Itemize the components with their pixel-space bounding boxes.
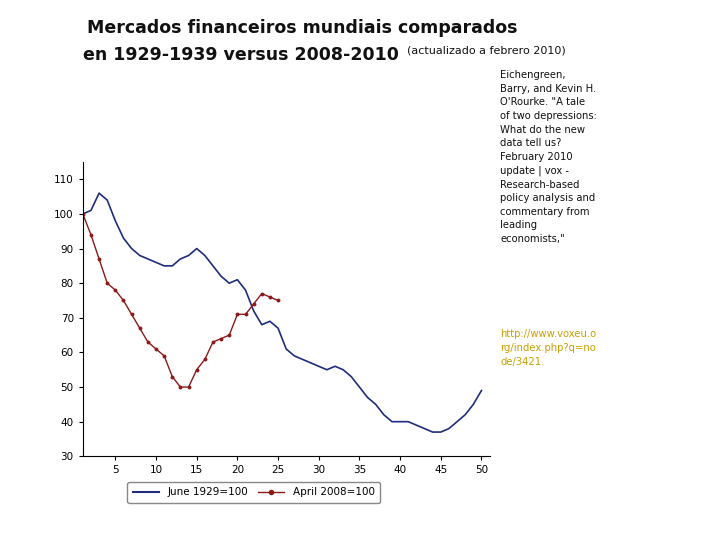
June 1929=100 bbox=[233, 276, 242, 283]
June 1929=100 bbox=[477, 387, 486, 394]
June 1929=100 bbox=[444, 426, 454, 432]
April 2008=100 bbox=[160, 353, 168, 359]
April 2008=100 bbox=[266, 294, 274, 300]
April 2008=100 bbox=[184, 384, 193, 390]
June 1929=100 bbox=[249, 308, 258, 314]
April 2008=100 bbox=[86, 232, 95, 238]
Line: April 2008=100: April 2008=100 bbox=[81, 212, 280, 389]
April 2008=100 bbox=[135, 325, 144, 332]
June 1929=100 bbox=[209, 262, 217, 269]
June 1929=100 bbox=[241, 287, 250, 293]
April 2008=100 bbox=[176, 384, 185, 390]
April 2008=100 bbox=[119, 297, 128, 303]
June 1929=100 bbox=[266, 318, 274, 325]
June 1929=100 bbox=[258, 321, 266, 328]
June 1929=100 bbox=[355, 384, 364, 390]
April 2008=100 bbox=[249, 301, 258, 307]
April 2008=100 bbox=[111, 287, 120, 293]
April 2008=100 bbox=[127, 311, 136, 318]
June 1929=100 bbox=[135, 252, 144, 259]
June 1929=100 bbox=[469, 401, 477, 408]
Text: http://www.voxeu.o
rg/index.php?q=no
de/3421.: http://www.voxeu.o rg/index.php?q=no de/… bbox=[500, 329, 597, 367]
June 1929=100 bbox=[387, 418, 396, 425]
June 1929=100 bbox=[347, 374, 356, 380]
June 1929=100 bbox=[86, 207, 95, 214]
June 1929=100 bbox=[428, 429, 437, 435]
June 1929=100 bbox=[152, 259, 161, 266]
April 2008=100 bbox=[241, 311, 250, 318]
June 1929=100 bbox=[225, 280, 233, 286]
April 2008=100 bbox=[258, 291, 266, 297]
April 2008=100 bbox=[225, 332, 233, 339]
June 1929=100 bbox=[160, 262, 168, 269]
Text: Mercados financeiros mundiais comparados: Mercados financeiros mundiais comparados bbox=[87, 19, 518, 37]
April 2008=100 bbox=[209, 339, 217, 345]
April 2008=100 bbox=[78, 211, 87, 217]
April 2008=100 bbox=[200, 356, 209, 362]
April 2008=100 bbox=[192, 367, 201, 373]
June 1929=100 bbox=[461, 411, 469, 418]
June 1929=100 bbox=[119, 235, 128, 241]
June 1929=100 bbox=[404, 418, 413, 425]
June 1929=100 bbox=[298, 356, 307, 362]
April 2008=100 bbox=[168, 374, 176, 380]
June 1929=100 bbox=[192, 245, 201, 252]
June 1929=100 bbox=[168, 262, 176, 269]
June 1929=100 bbox=[372, 401, 380, 408]
June 1929=100 bbox=[200, 252, 209, 259]
June 1929=100 bbox=[436, 429, 445, 435]
April 2008=100 bbox=[233, 311, 242, 318]
June 1929=100 bbox=[412, 422, 420, 428]
June 1929=100 bbox=[176, 256, 185, 262]
June 1929=100 bbox=[306, 360, 315, 366]
June 1929=100 bbox=[282, 346, 291, 352]
June 1929=100 bbox=[78, 211, 87, 217]
April 2008=100 bbox=[95, 256, 104, 262]
Text: en 1929-1939 versus 2008-2010: en 1929-1939 versus 2008-2010 bbox=[84, 46, 399, 64]
June 1929=100 bbox=[330, 363, 339, 369]
June 1929=100 bbox=[274, 325, 282, 332]
June 1929=100 bbox=[379, 411, 388, 418]
April 2008=100 bbox=[274, 297, 282, 303]
June 1929=100 bbox=[420, 426, 429, 432]
Line: June 1929=100: June 1929=100 bbox=[83, 193, 482, 432]
June 1929=100 bbox=[396, 418, 405, 425]
June 1929=100 bbox=[315, 363, 323, 369]
June 1929=100 bbox=[290, 353, 299, 359]
June 1929=100 bbox=[111, 218, 120, 224]
June 1929=100 bbox=[184, 252, 193, 259]
Text: Eichengreen,
Barry, and Kevin H.
O'Rourke. "A tale
of two depressions:
What do t: Eichengreen, Barry, and Kevin H. O'Rourk… bbox=[500, 70, 598, 244]
June 1929=100 bbox=[453, 418, 462, 425]
June 1929=100 bbox=[363, 394, 372, 401]
June 1929=100 bbox=[217, 273, 225, 280]
June 1929=100 bbox=[323, 367, 331, 373]
June 1929=100 bbox=[127, 245, 136, 252]
June 1929=100 bbox=[103, 197, 112, 204]
April 2008=100 bbox=[152, 346, 161, 352]
April 2008=100 bbox=[217, 335, 225, 342]
Text: (actualizado a febrero 2010): (actualizado a febrero 2010) bbox=[407, 45, 565, 56]
June 1929=100 bbox=[143, 256, 152, 262]
June 1929=100 bbox=[95, 190, 104, 197]
April 2008=100 bbox=[143, 339, 152, 345]
April 2008=100 bbox=[103, 280, 112, 286]
Legend: June 1929=100, April 2008=100: June 1929=100, April 2008=100 bbox=[127, 482, 380, 503]
June 1929=100 bbox=[339, 367, 348, 373]
